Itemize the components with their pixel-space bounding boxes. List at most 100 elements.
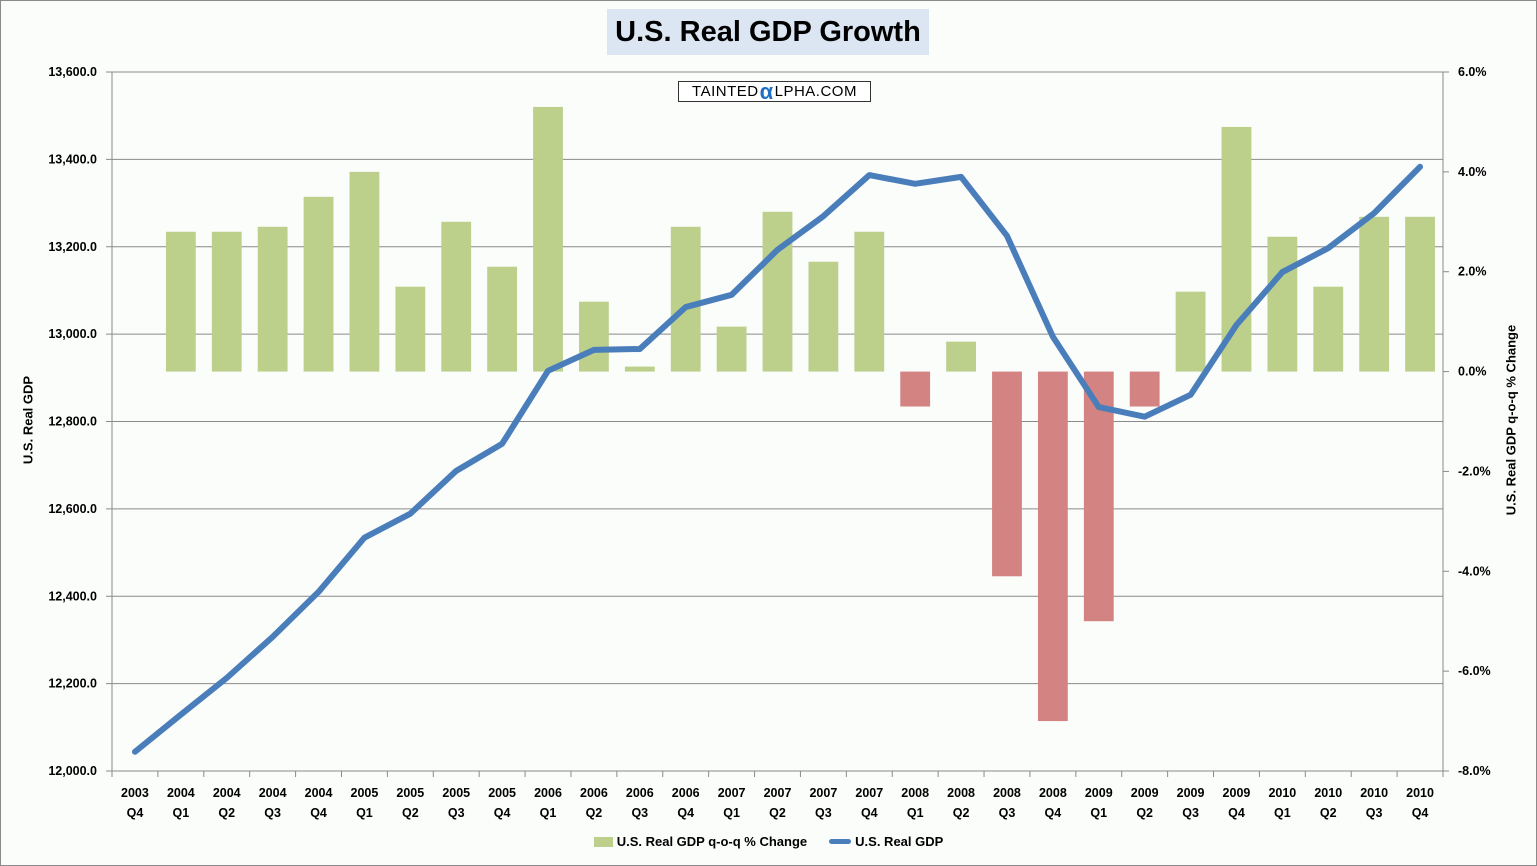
bar-positive (762, 211, 793, 372)
x-tick-label-quarter: Q2 (586, 806, 603, 820)
x-tick-label-year: 2006 (580, 786, 608, 800)
y-right-tick-label: -4.0% (1458, 564, 1491, 578)
x-tick-label-year: 2004 (213, 786, 241, 800)
x-tick-label-quarter: Q2 (218, 806, 235, 820)
bar-positive (808, 261, 839, 372)
x-tick-label-quarter: Q3 (631, 806, 648, 820)
x-tick-label-year: 2005 (442, 786, 470, 800)
y-right-tick-label: -8.0% (1458, 764, 1491, 778)
legend-line-label: U.S. Real GDP (855, 834, 944, 849)
watermark-prefix: TAINTED (692, 83, 759, 100)
x-tick-label-year: 2003 (121, 786, 149, 800)
x-tick-label-year: 2004 (167, 786, 195, 800)
bar-negative (900, 371, 931, 407)
x-tick-label-quarter: Q1 (1274, 806, 1291, 820)
x-tick-label-quarter: Q1 (356, 806, 373, 820)
x-tick-label-year: 2009 (1223, 786, 1251, 800)
y-left-tick-label: 13,400.0 (48, 152, 97, 166)
x-tick-label-year: 2006 (534, 786, 562, 800)
bar-positive (1359, 216, 1390, 372)
y-left-tick-label: 12,800.0 (48, 415, 97, 429)
x-tick-label-year: 2010 (1360, 786, 1388, 800)
x-tick-label-quarter: Q3 (448, 806, 465, 820)
x-tick-label-quarter: Q1 (173, 806, 190, 820)
x-tick-label-year: 2006 (626, 786, 654, 800)
bar-positive (670, 226, 701, 372)
y-right-tick-label: 2.0% (1458, 265, 1487, 279)
bar-positive (395, 286, 426, 372)
x-tick-label-year: 2008 (1039, 786, 1067, 800)
bar-positive (1267, 236, 1298, 372)
legend-bar-label: U.S. Real GDP q-o-q % Change (616, 834, 808, 849)
x-tick-label-quarter: Q1 (907, 806, 924, 820)
x-tick-label-year: 2007 (809, 786, 837, 800)
chart-title: U.S. Real GDP Growth (615, 15, 921, 48)
x-tick-label-year: 2005 (351, 786, 379, 800)
x-tick-label-year: 2008 (901, 786, 929, 800)
y-right-tick-label: -6.0% (1458, 664, 1491, 678)
bar-negative (1037, 371, 1068, 722)
bar-negative (1129, 371, 1160, 407)
chart-title-box: U.S. Real GDP Growth (607, 9, 929, 55)
x-tick-label-year: 2006 (672, 786, 700, 800)
y-left-tick-label: 13,600.0 (48, 65, 97, 79)
x-tick-label-quarter: Q3 (1366, 806, 1383, 820)
y-right-tick-label: 4.0% (1458, 165, 1487, 179)
legend: U.S. Real GDP q-o-q % Change U.S. Real G… (0, 834, 1537, 849)
x-tick-label-quarter: Q3 (999, 806, 1016, 820)
x-tick-label-quarter: Q1 (540, 806, 557, 820)
y-left-tick-label: 12,000.0 (48, 764, 97, 778)
y-right-tick-label: 0.0% (1458, 365, 1487, 379)
y-right-tick-label: 6.0% (1458, 65, 1487, 79)
legend-item-bars: U.S. Real GDP q-o-q % Change (593, 834, 808, 849)
bar-positive (624, 366, 655, 372)
legend-item-line: U.S. Real GDP (829, 834, 943, 849)
x-tick-label-quarter: Q4 (1412, 806, 1429, 820)
bar-positive (1313, 286, 1344, 372)
x-tick-label-quarter: Q2 (1136, 806, 1153, 820)
x-tick-label-year: 2004 (259, 786, 287, 800)
x-tick-label-quarter: Q1 (1090, 806, 1107, 820)
y-left-tick-label: 12,400.0 (48, 589, 97, 603)
x-tick-label-year: 2009 (1085, 786, 1113, 800)
bar-positive (349, 171, 380, 372)
bar-positive (1405, 216, 1435, 372)
x-tick-label-quarter: Q3 (815, 806, 832, 820)
x-tick-label-quarter: Q4 (494, 806, 511, 820)
x-tick-label-year: 2010 (1314, 786, 1342, 800)
x-tick-label-year: 2005 (488, 786, 516, 800)
x-tick-label-quarter: Q4 (677, 806, 694, 820)
x-tick-label-year: 2010 (1268, 786, 1296, 800)
x-tick-label-year: 2010 (1406, 786, 1434, 800)
y-left-tick-label: 13,200.0 (48, 240, 97, 254)
x-tick-label-year: 2007 (718, 786, 746, 800)
bar-positive (578, 301, 609, 372)
watermark-suffix: LPHA.COM (774, 83, 857, 100)
x-tick-label-quarter: Q2 (402, 806, 419, 820)
bar-negative (1083, 371, 1114, 622)
legend-line-swatch (829, 839, 852, 844)
x-tick-label-quarter: Q3 (1182, 806, 1199, 820)
bar-positive (257, 226, 288, 372)
x-tick-label-quarter: Q1 (723, 806, 740, 820)
x-tick-label-quarter: Q2 (1320, 806, 1337, 820)
y-left-tick-label: 12,200.0 (48, 677, 97, 691)
alpha-icon: α (759, 78, 774, 104)
x-tick-label-quarter: Q4 (1045, 806, 1062, 820)
bar-positive (165, 231, 196, 372)
legend-bar-swatch (593, 836, 613, 847)
y-right-tick-label: -2.0% (1458, 464, 1491, 478)
x-tick-label-year: 2009 (1131, 786, 1159, 800)
bar-positive (211, 231, 242, 372)
bar-negative (992, 371, 1022, 577)
bar-positive (303, 196, 334, 372)
bar-positive (716, 326, 747, 372)
x-tick-label-quarter: Q4 (1228, 806, 1245, 820)
x-tick-label-year: 2008 (993, 786, 1021, 800)
y-left-tick-label: 13,000.0 (48, 327, 97, 341)
x-tick-label-year: 2005 (396, 786, 424, 800)
x-tick-label-quarter: Q3 (264, 806, 281, 820)
watermark-logo: TAINTED α LPHA.COM (678, 78, 871, 104)
bar-positive (854, 231, 885, 372)
